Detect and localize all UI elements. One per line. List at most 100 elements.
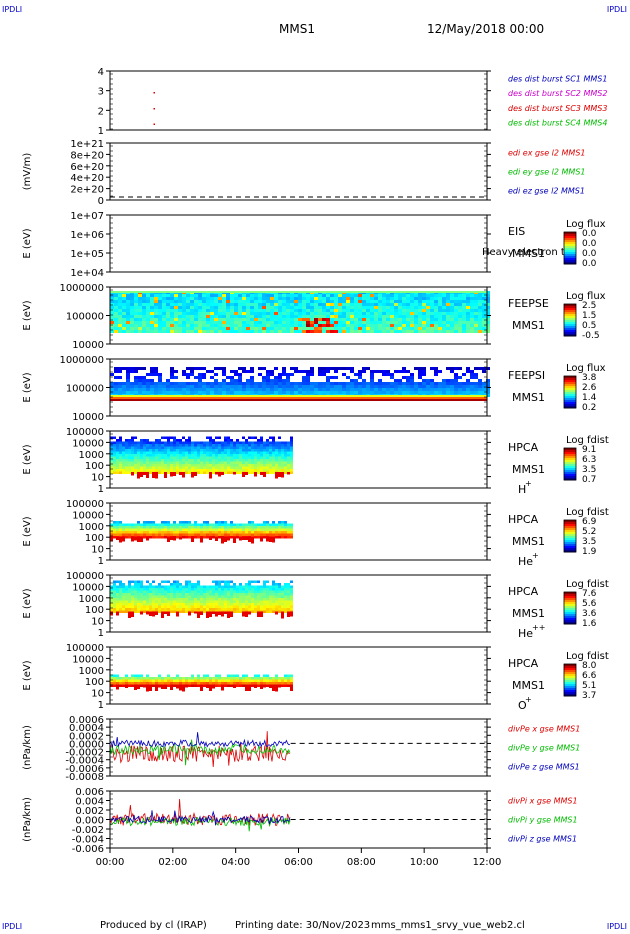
flux-cell [330, 382, 334, 385]
fdist-cell [155, 449, 158, 452]
fdist-cell [218, 600, 221, 604]
fdist-tail [167, 611, 170, 616]
fdist-cell [197, 603, 200, 606]
fdist-cell [179, 466, 182, 470]
flux-cell [370, 294, 374, 297]
fdist-cell [227, 464, 230, 467]
fdist-tail [146, 611, 149, 615]
flux-cell [266, 312, 270, 315]
flux-cell [334, 315, 338, 318]
flux-cell [166, 306, 170, 309]
spacecraft-label: MMS1 [512, 607, 545, 620]
fdist-cell [227, 583, 230, 586]
flux-cell [170, 373, 174, 376]
fdist-cell [185, 583, 188, 586]
fdist-cell [236, 466, 239, 470]
flux-cell [342, 294, 346, 297]
flux-cell [318, 318, 322, 321]
flux-cell [382, 300, 386, 303]
flux-cell [450, 367, 454, 370]
fdist-cell [143, 679, 146, 682]
fdist-cell [155, 600, 158, 604]
flux-cell [286, 376, 290, 379]
flux-cell [378, 391, 382, 394]
fdist-cell [230, 603, 233, 606]
fdist-cell [215, 588, 218, 591]
flux-cell [162, 306, 166, 309]
flux-cell [474, 324, 478, 327]
fdist-cell [272, 598, 275, 601]
fdist-cell [143, 523, 146, 527]
fdist-cell [209, 436, 212, 440]
flux-cell [242, 306, 246, 309]
flux-cell [298, 306, 302, 309]
flux-cell [218, 391, 222, 394]
fdist-cell [137, 531, 140, 534]
fdist-cell [284, 588, 287, 591]
colorbar-swatch [564, 536, 576, 539]
flux-cell [398, 312, 402, 315]
flux-cell [174, 388, 178, 391]
flux-cell [366, 300, 370, 303]
flux-cell [374, 297, 378, 300]
flux-cell [158, 382, 162, 385]
fdist-cell [143, 469, 146, 472]
fdist-tail [245, 684, 248, 692]
fdist-cell [167, 446, 170, 450]
flux-cell [202, 300, 206, 303]
fdist-cell [206, 449, 209, 452]
fdist-cell [164, 533, 167, 537]
fdist-cell [233, 603, 236, 606]
colorbar-swatch [564, 694, 576, 697]
flux-cell [190, 300, 194, 303]
fdist-cell [191, 523, 194, 527]
fdist-cell [230, 580, 233, 584]
fdist-cell [269, 608, 272, 611]
flux-cell [454, 379, 458, 382]
fdist-cell [245, 523, 248, 527]
fdist-cell [227, 456, 230, 460]
flux-cell [250, 330, 254, 333]
colorbar-swatch [564, 384, 576, 387]
flux-cell [482, 330, 486, 333]
fdist-cell [272, 528, 275, 532]
flux-cell [366, 327, 370, 330]
y-tick-label: 100000 [66, 643, 104, 654]
fdist-cell [176, 446, 179, 450]
fdist-cell [152, 603, 155, 606]
flux-cell [138, 309, 142, 312]
flux-cell [390, 388, 394, 391]
flux-cell [122, 297, 126, 300]
flux-cell [438, 370, 442, 373]
fdist-cell [236, 588, 239, 591]
fdist-cell [185, 471, 188, 475]
fdist-cell [158, 605, 161, 609]
flux-cell [318, 324, 322, 327]
flux-cell [214, 388, 218, 391]
flux-cell [326, 367, 330, 370]
flux-cell [186, 330, 190, 333]
fdist-cell [266, 610, 269, 614]
flux-cell [418, 315, 422, 318]
panel-frame-des_dist_burst [109, 70, 488, 131]
fdist-cell [245, 603, 248, 606]
flux-cell [226, 330, 230, 333]
flux-cell [378, 382, 382, 385]
fdist-cell [113, 674, 116, 677]
fdist-cell [233, 676, 236, 680]
fdist-cell [194, 679, 197, 682]
flux-cell [358, 382, 362, 385]
flux-cell [298, 294, 302, 297]
fdist-cell [284, 590, 287, 594]
flux-cell [482, 297, 486, 300]
flux-cell [450, 391, 454, 394]
fdist-cell [194, 583, 197, 586]
fdist-tail [224, 611, 227, 615]
colorbar-swatch [564, 396, 576, 399]
legend-entry: edi ey gse l2 MMS1 [508, 168, 586, 177]
fdist-cell [155, 533, 158, 537]
flux-cell [274, 327, 278, 330]
colorbar-swatch [564, 546, 576, 549]
flux-cell [210, 300, 214, 303]
fdist-cell [125, 451, 128, 455]
